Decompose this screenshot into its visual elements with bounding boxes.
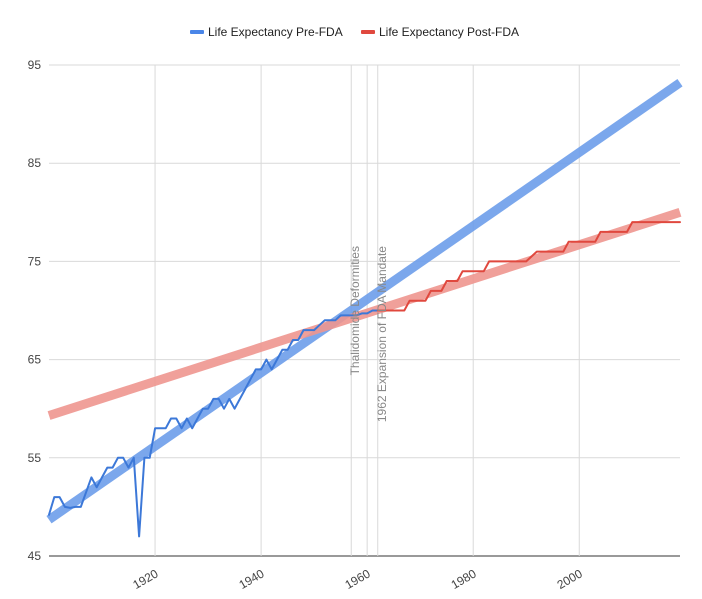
y-tick-label-55: 55 <box>28 451 42 465</box>
x-tick-label-1920: 1920 <box>130 566 160 592</box>
y-axis-ticks: 45 55 65 75 85 95 <box>28 58 42 563</box>
trendlines <box>46 78 683 524</box>
legend-label-pre-fda: Life Expectancy Pre-FDA <box>208 25 343 39</box>
y-tick-label-75: 75 <box>28 254 42 268</box>
series-lines <box>48 221 681 538</box>
legend-swatch-pre-fda <box>190 30 204 34</box>
y-tick-label-45: 45 <box>28 549 42 563</box>
legend: Life Expectancy Pre-FDA Life Expectancy … <box>190 25 519 39</box>
legend-label-post-fda: Life Expectancy Post-FDA <box>379 25 519 39</box>
y-tick-label-85: 85 <box>28 156 42 170</box>
legend-swatch-post-fda <box>361 30 375 34</box>
y-gridlines <box>49 64 680 557</box>
x-tick-label-2000: 2000 <box>555 566 585 592</box>
x-tick-label-1940: 1940 <box>236 566 266 592</box>
series-line-life-expectancy-pre-fda <box>48 309 379 538</box>
y-tick-label-65: 65 <box>28 353 42 367</box>
trendline-life-expectancy-pre-fda <box>46 78 683 524</box>
y-tick-label-95: 95 <box>28 58 42 72</box>
annotation-label-1962-expansion-of-fda-mandate: 1962 Expansion of FDA Mandate <box>375 246 389 422</box>
x-tick-label-1980: 1980 <box>449 566 479 592</box>
x-tick-label-1960: 1960 <box>343 566 373 592</box>
series-line-life-expectancy-post-fda <box>376 221 681 312</box>
x-axis-ticks: 1920 1940 1960 1980 2000 <box>130 566 585 592</box>
annotations: Thalidomide Deformities 1962 Expansion of… <box>348 246 389 422</box>
annotation-label-thalidomide-deformities: Thalidomide Deformities <box>348 246 362 375</box>
